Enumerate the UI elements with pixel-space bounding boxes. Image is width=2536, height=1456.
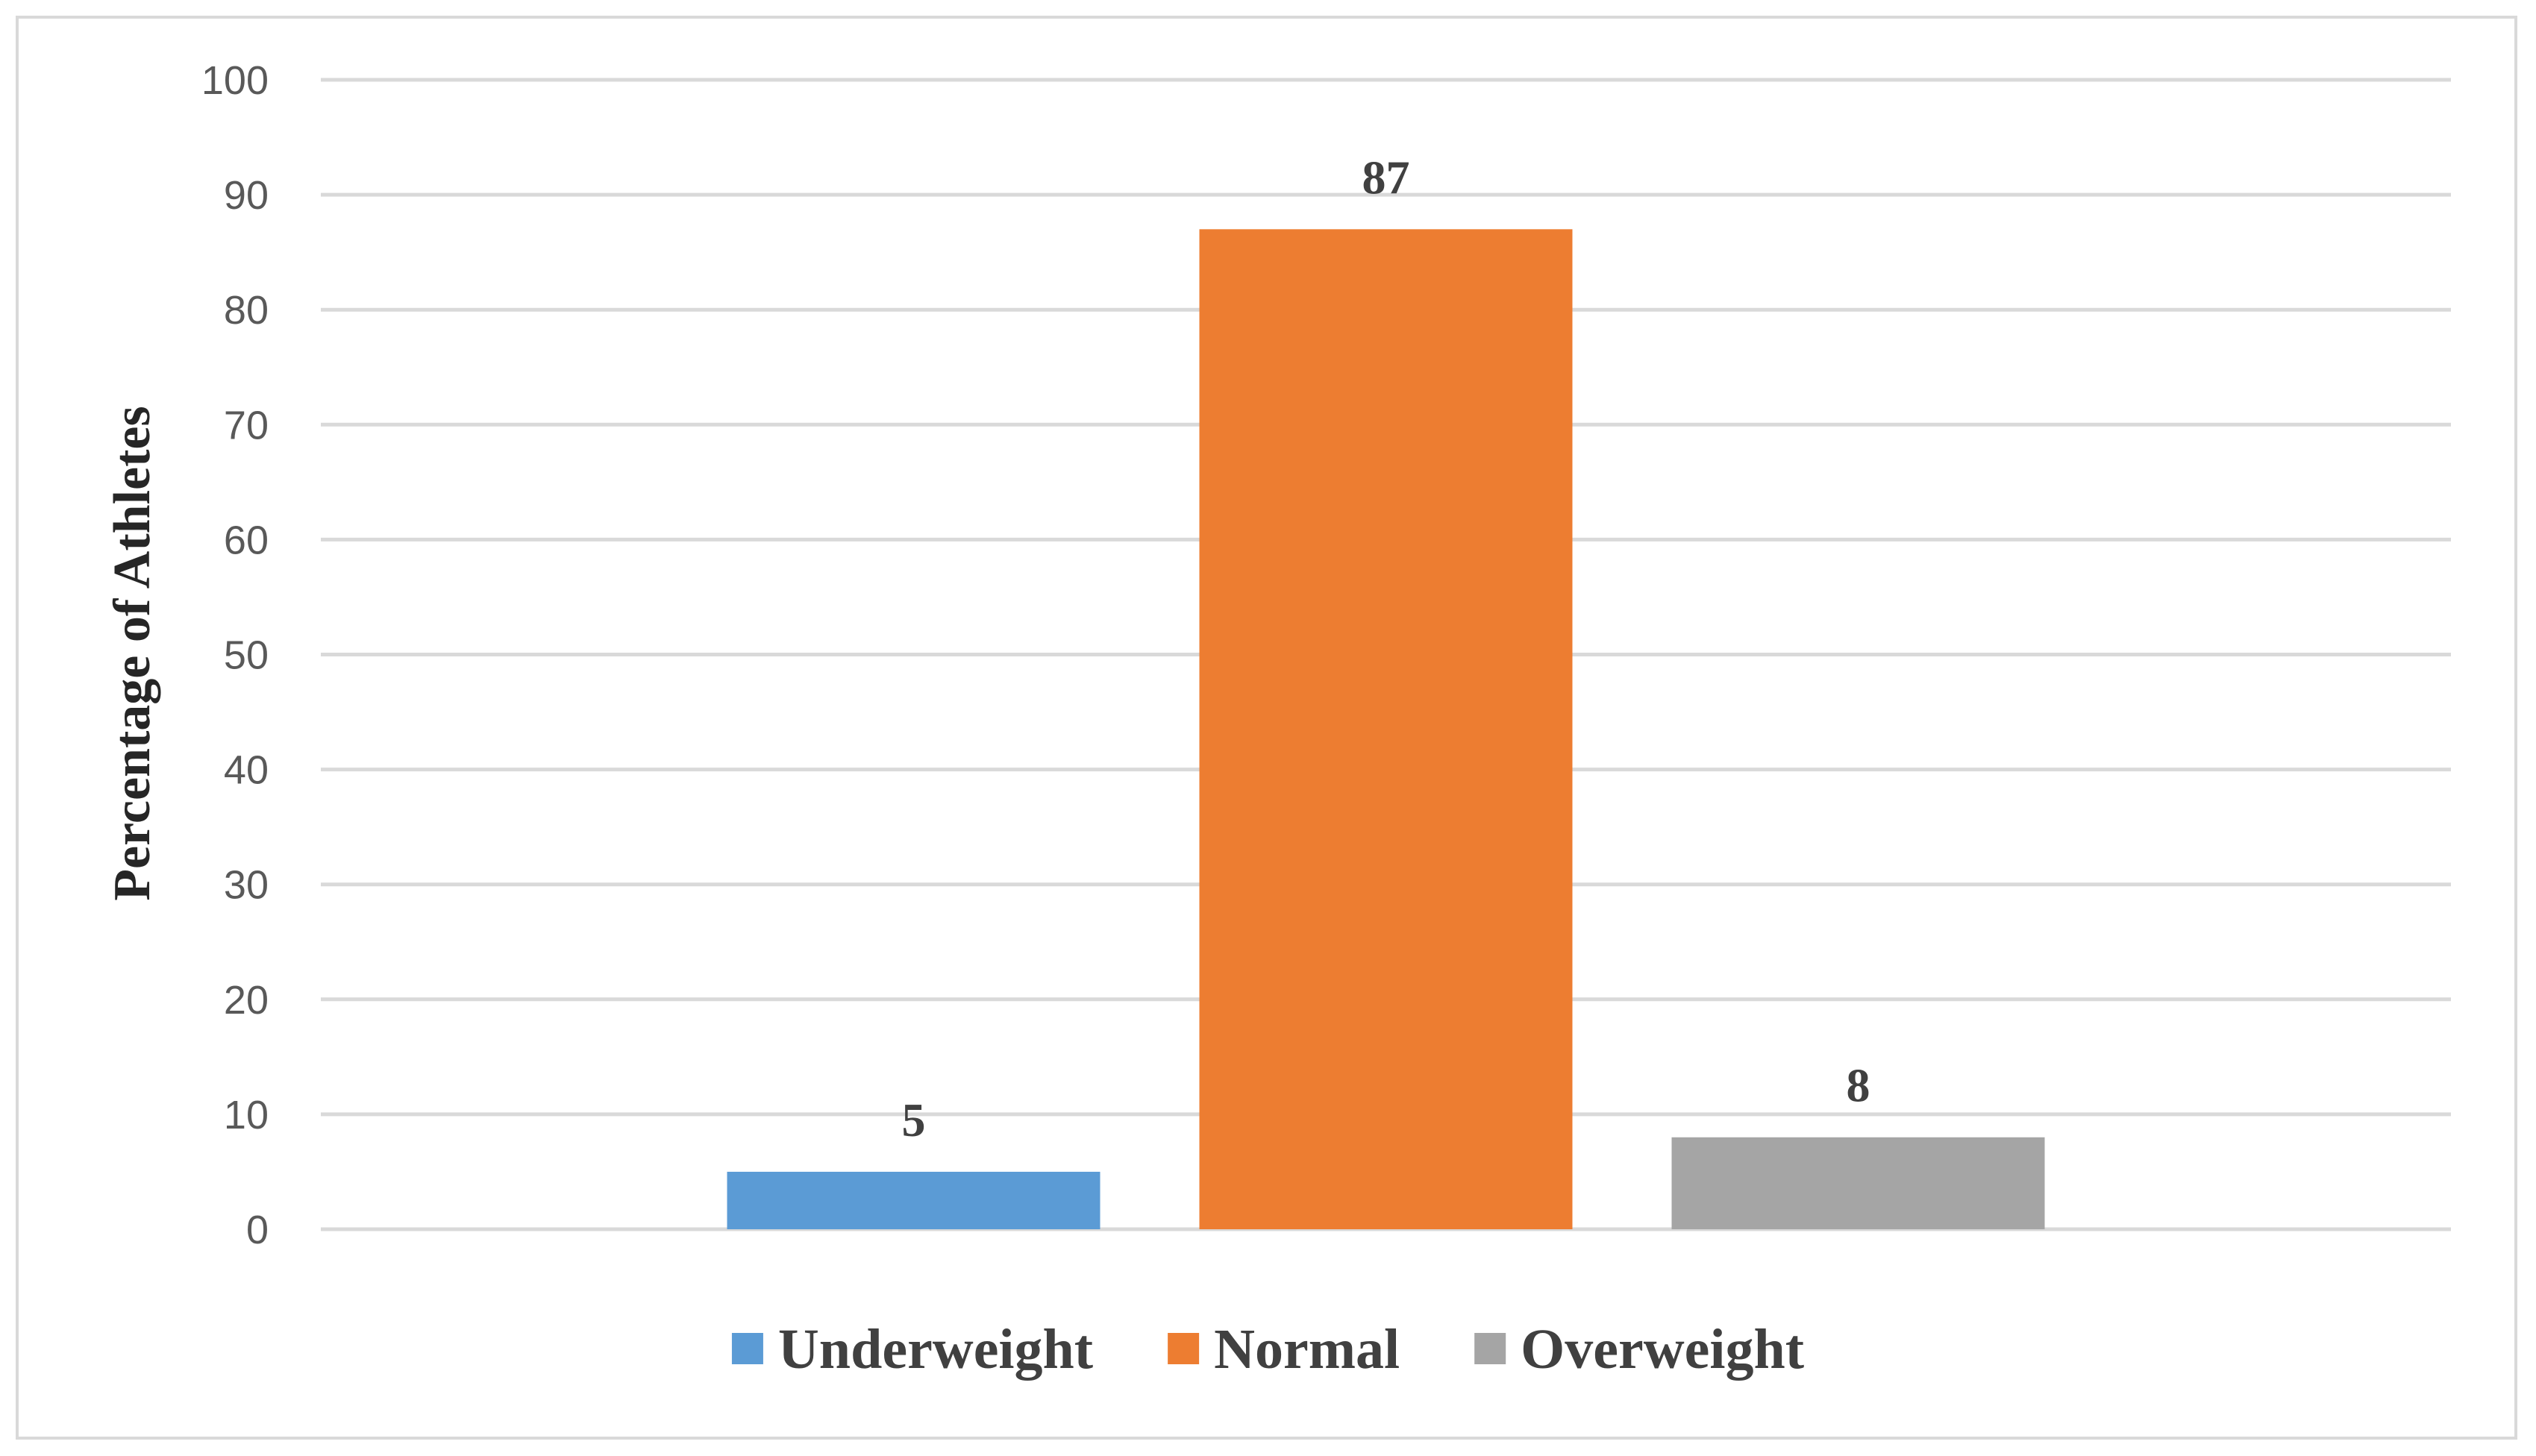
legend-swatch-normal (1168, 1333, 1200, 1364)
legend-label-normal: Normal (1214, 1318, 1400, 1381)
bars (727, 229, 2045, 1230)
y-axis-tick-labels: 0 10 20 30 40 50 60 70 80 90 100 (201, 58, 269, 1252)
y-axis-title: Percentage of Athletes (104, 406, 161, 900)
bar-underweight (727, 1171, 1101, 1229)
bar-overweight (1671, 1137, 2045, 1229)
y-tick-label-30: 30 (224, 863, 269, 908)
y-tick-label-40: 40 (224, 748, 269, 793)
bar-normal (1199, 229, 1573, 1230)
y-tick-label-20: 20 (224, 978, 269, 1023)
y-tick-label-60: 60 (224, 518, 269, 562)
legend-label-underweight: Underweight (778, 1318, 1093, 1381)
data-label-overweight: 8 (1847, 1059, 1870, 1112)
legend-label-overweight: Overweight (1521, 1318, 1804, 1381)
data-labels: 5 87 8 (902, 151, 1870, 1146)
y-tick-label-0: 0 (246, 1208, 269, 1252)
y-tick-label-100: 100 (201, 58, 269, 103)
legend-swatch-underweight (731, 1333, 763, 1364)
y-tick-label-70: 70 (224, 403, 269, 448)
y-tick-label-50: 50 (224, 633, 269, 678)
data-label-normal: 87 (1362, 151, 1410, 204)
legend-swatch-overweight (1474, 1333, 1506, 1364)
y-tick-label-90: 90 (224, 173, 269, 218)
legend: Underweight Normal Overweight (731, 1318, 1804, 1381)
y-tick-label-10: 10 (224, 1093, 269, 1138)
data-label-underweight: 5 (902, 1093, 926, 1146)
y-tick-label-80: 80 (224, 288, 269, 333)
